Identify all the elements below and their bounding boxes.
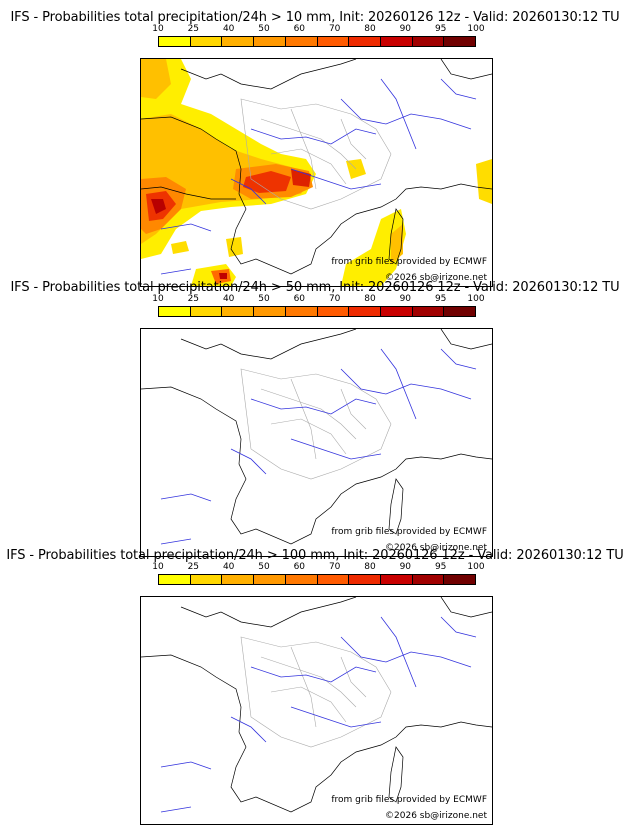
colorbar-ticks: 10 25 40 50 60 70 80 90 95 100 — [152, 24, 484, 36]
colorbar-segment — [412, 575, 445, 584]
colorbar — [158, 36, 476, 47]
tick-label: 70 — [328, 24, 341, 34]
tick-label: 40 — [222, 24, 235, 34]
colorbar-segment — [222, 37, 255, 46]
map-frame: from grib files provided by ECMWF ©2026 … — [140, 328, 493, 557]
colorbar-segment — [380, 37, 413, 46]
tick-label: 80 — [364, 294, 376, 304]
colorbar-segment — [412, 307, 445, 316]
colorbar-segment — [190, 37, 223, 46]
coastline — [141, 329, 492, 545]
colorbar-segment — [349, 37, 381, 46]
colorbar-segment — [317, 575, 350, 584]
colorbar-segment — [222, 575, 255, 584]
tick-label: 60 — [293, 294, 306, 304]
colorbar-segment — [380, 307, 413, 316]
colorbar-segment — [444, 37, 476, 46]
tick-label: 70 — [328, 294, 341, 304]
colorbar-segment — [222, 307, 255, 316]
colorbar — [158, 574, 476, 585]
tick-label: 100 — [467, 24, 485, 34]
tick-label: 95 — [434, 562, 447, 572]
tick-label: 80 — [364, 24, 376, 34]
colorbar-segment — [285, 307, 318, 316]
panel-title: IFS - Probabilities total precipitation/… — [6, 548, 624, 563]
colorbar-segment — [254, 37, 286, 46]
panel-title: IFS - Probabilities total precipitation/… — [10, 280, 620, 295]
rivers — [160, 616, 477, 813]
tick-label: 40 — [222, 562, 235, 572]
rivers — [160, 348, 477, 545]
copyright-text: ©2026 sb@irizone.net — [385, 273, 487, 283]
credit-text: from grib files provided by ECMWF — [331, 257, 487, 267]
tick-label: 90 — [399, 562, 412, 572]
tick-label: 60 — [293, 562, 306, 572]
borders — [240, 636, 392, 748]
colorbar-segment — [285, 575, 318, 584]
panel-10mm: IFS - Probabilities total precipitation/… — [0, 10, 630, 287]
colorbar-segment — [380, 575, 413, 584]
tick-label: 90 — [399, 294, 412, 304]
tick-label: 95 — [434, 24, 447, 34]
rivers — [160, 78, 477, 275]
precip-field — [141, 59, 492, 286]
copyright-text: ©2026 sb@irizone.net — [385, 543, 487, 553]
tick-label: 60 — [293, 24, 306, 34]
map-svg — [141, 59, 492, 286]
map-frame: from grib files provided by ECMWF ©2026 … — [140, 58, 493, 287]
credit-text: from grib files provided by ECMWF — [331, 795, 487, 805]
tick-label: 50 — [258, 294, 270, 304]
colorbar-ticks: 10 25 40 50 60 70 80 90 95 100 — [152, 562, 484, 574]
colorbar-segment — [254, 307, 286, 316]
credit-text: from grib files provided by ECMWF — [331, 527, 487, 537]
colorbar-segment — [190, 575, 223, 584]
tick-label: 25 — [187, 294, 200, 304]
copyright-text: ©2026 sb@irizone.net — [385, 811, 487, 821]
tick-label: 10 — [152, 24, 164, 34]
colorbar-segment — [190, 307, 223, 316]
map-svg — [141, 329, 492, 545]
tick-label: 25 — [187, 24, 200, 34]
map-frame: from grib files provided by ECMWF ©2026 … — [140, 596, 493, 825]
colorbar-segment — [349, 575, 381, 584]
colorbar-segment — [317, 307, 350, 316]
map-svg — [141, 597, 492, 813]
tick-label: 40 — [222, 294, 235, 304]
borders — [240, 368, 392, 480]
colorbar-segment — [412, 37, 445, 46]
panel-100mm: IFS - Probabilities total precipitation/… — [0, 548, 630, 825]
colorbar-segment — [159, 575, 191, 584]
tick-label: 80 — [364, 562, 376, 572]
tick-label: 10 — [152, 562, 164, 572]
coastline — [141, 597, 492, 813]
tick-label: 50 — [258, 562, 270, 572]
tick-label: 70 — [328, 562, 341, 572]
tick-label: 100 — [467, 562, 485, 572]
colorbar-segment — [444, 307, 476, 316]
tick-label: 90 — [399, 24, 412, 34]
panel-title: IFS - Probabilities total precipitation/… — [10, 10, 620, 25]
colorbar-segment — [349, 307, 381, 316]
colorbar — [158, 306, 476, 317]
tick-label: 50 — [258, 24, 270, 34]
colorbar-segment — [254, 575, 286, 584]
panel-50mm: IFS - Probabilities total precipitation/… — [0, 280, 630, 557]
coastline — [141, 59, 492, 275]
colorbar-segment — [444, 575, 476, 584]
tick-label: 25 — [187, 562, 200, 572]
tick-label: 10 — [152, 294, 164, 304]
borders — [240, 98, 392, 210]
colorbar-segment — [159, 307, 191, 316]
colorbar-segment — [317, 37, 350, 46]
tick-label: 100 — [467, 294, 485, 304]
tick-label: 95 — [434, 294, 447, 304]
colorbar-segment — [285, 37, 318, 46]
colorbar-ticks: 10 25 40 50 60 70 80 90 95 100 — [152, 294, 484, 306]
colorbar-segment — [159, 37, 191, 46]
